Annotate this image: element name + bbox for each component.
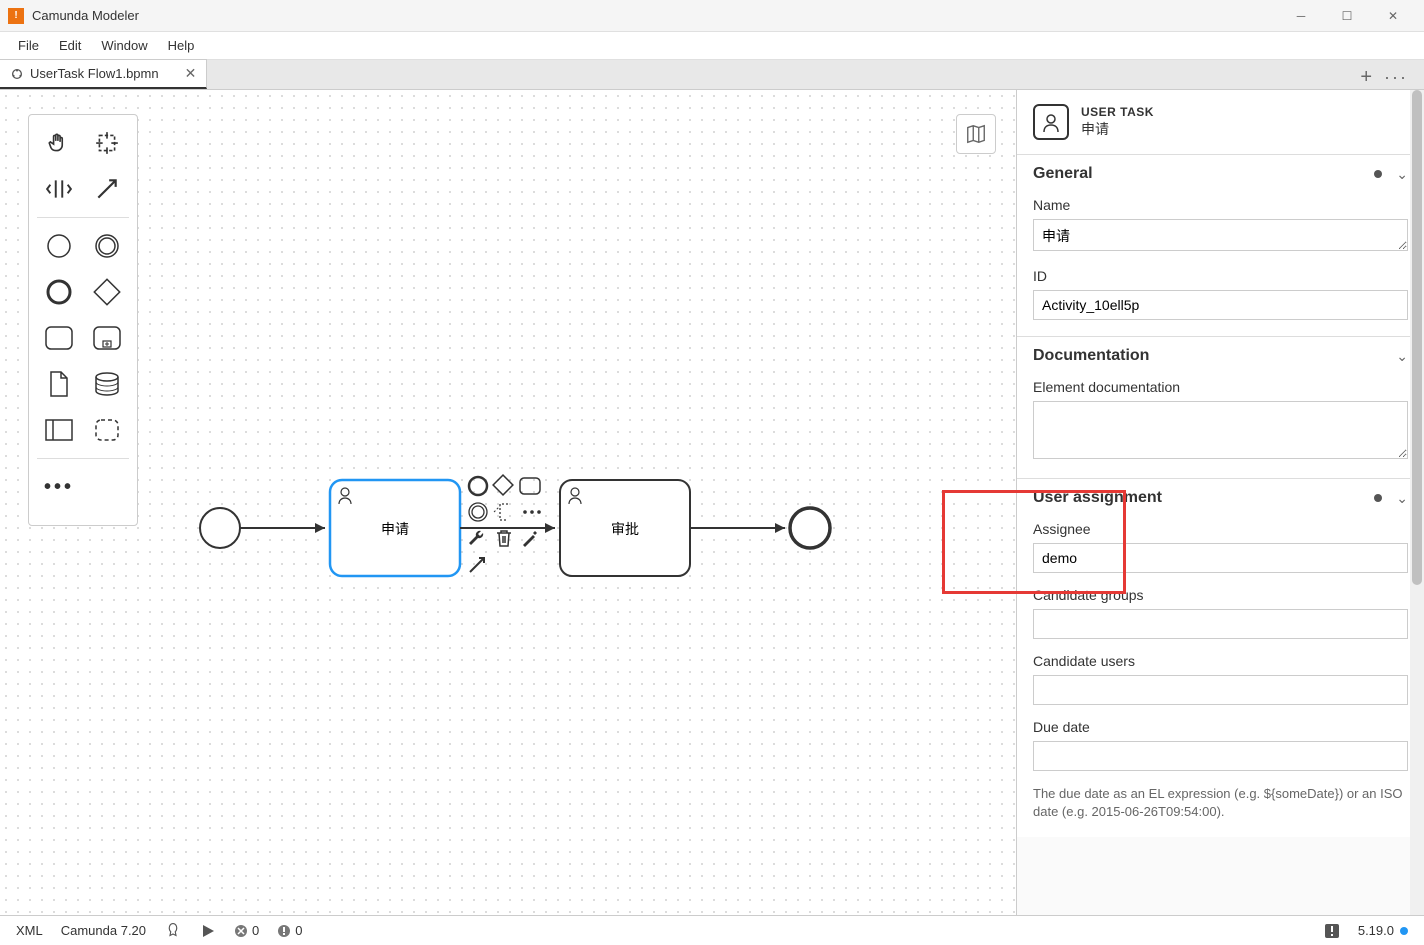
- documentation-field-label: Element documentation: [1033, 379, 1408, 395]
- due-date-input[interactable]: [1033, 741, 1408, 771]
- name-input[interactable]: 申请: [1033, 219, 1408, 251]
- section-general: General ⌄ Name 申请 ID: [1017, 154, 1424, 336]
- participant-icon[interactable]: [41, 412, 77, 448]
- context-task-icon[interactable]: [520, 478, 540, 494]
- menu-window[interactable]: Window: [91, 34, 157, 57]
- data-store-icon[interactable]: [89, 366, 125, 402]
- error-count[interactable]: 0: [234, 923, 259, 938]
- assignee-input[interactable]: [1033, 543, 1408, 573]
- tabbar: UserTask Flow1.bpmn ✕ + ···: [0, 60, 1424, 90]
- intermediate-event-icon[interactable]: [89, 228, 125, 264]
- assignee-field-label: Assignee: [1033, 521, 1408, 537]
- global-connect-tool-icon[interactable]: [89, 171, 125, 207]
- space-tool-icon[interactable]: [41, 171, 77, 207]
- new-tab-button[interactable]: +: [1360, 66, 1372, 89]
- task2-label: 审批: [611, 521, 639, 537]
- candidate-users-input[interactable]: [1033, 675, 1408, 705]
- more-tools-icon[interactable]: •••: [41, 469, 77, 505]
- context-wrench-icon[interactable]: [469, 531, 483, 545]
- id-field-label: ID: [1033, 268, 1408, 284]
- end-event-node[interactable]: [790, 508, 830, 548]
- section-documentation: Documentation ⌄ Element documentation: [1017, 336, 1424, 478]
- tool-palette: •••: [28, 114, 138, 526]
- data-object-icon[interactable]: [41, 366, 77, 402]
- main-area: ••• 申请: [0, 90, 1424, 915]
- task1-label: 申请: [381, 521, 409, 537]
- gateway-icon[interactable]: [89, 274, 125, 310]
- window-maximize-button[interactable]: ☐: [1324, 0, 1370, 32]
- context-color-icon[interactable]: [523, 531, 537, 547]
- properties-panel: USER TASK 申请 General ⌄ Name 申请 ID: [1016, 90, 1424, 915]
- section-user-assignment: User assignment ⌄ Assignee Candidate gro…: [1017, 478, 1424, 837]
- menu-edit[interactable]: Edit: [49, 34, 91, 57]
- chevron-down-icon: ⌄: [1396, 490, 1408, 507]
- properties-scrollbar[interactable]: [1410, 90, 1424, 915]
- map-icon: [965, 123, 987, 145]
- window-close-button[interactable]: ✕: [1370, 0, 1416, 32]
- view-mode-toggle[interactable]: XML: [16, 923, 43, 938]
- candidate-users-field-label: Candidate users: [1033, 653, 1408, 669]
- feedback-button[interactable]: [1324, 923, 1340, 939]
- statusbar: XML Camunda 7.20 0 0 5.19.0: [0, 915, 1424, 945]
- context-pad: [469, 475, 541, 572]
- menubar: File Edit Window Help: [0, 32, 1424, 60]
- element-type-label: USER TASK: [1081, 105, 1154, 119]
- hand-tool-icon[interactable]: [41, 125, 77, 161]
- window-title: Camunda Modeler: [32, 8, 1278, 23]
- context-annotation-icon[interactable]: [494, 504, 508, 520]
- section-documentation-header[interactable]: Documentation ⌄: [1017, 337, 1424, 375]
- file-tab[interactable]: UserTask Flow1.bpmn ✕: [0, 59, 207, 89]
- engine-version-label[interactable]: Camunda 7.20: [61, 923, 146, 938]
- subprocess-icon[interactable]: [89, 320, 125, 356]
- tab-filename: UserTask Flow1.bpmn: [30, 66, 159, 81]
- context-intermediate-event-icon[interactable]: [469, 503, 487, 521]
- section-modified-indicator-icon: [1374, 494, 1382, 502]
- documentation-textarea[interactable]: [1033, 401, 1408, 459]
- window-titlebar: ! Camunda Modeler ─ ☐ ✕: [0, 0, 1424, 32]
- warning-count[interactable]: 0: [277, 923, 302, 938]
- start-instance-button[interactable]: [200, 923, 216, 939]
- start-event-node[interactable]: [200, 508, 240, 548]
- due-date-hint: The due date as an EL expression (e.g. $…: [1033, 785, 1408, 821]
- group-icon[interactable]: [89, 412, 125, 448]
- due-date-field-label: Due date: [1033, 719, 1408, 735]
- candidate-groups-field-label: Candidate groups: [1033, 587, 1408, 603]
- bpmn-file-icon: [10, 67, 24, 81]
- section-general-header[interactable]: General ⌄: [1017, 155, 1424, 193]
- tab-overflow-button[interactable]: ···: [1384, 67, 1408, 88]
- element-name-display: 申请: [1081, 119, 1154, 139]
- context-connect-icon[interactable]: [470, 558, 484, 572]
- app-icon: !: [8, 8, 24, 24]
- menu-file[interactable]: File: [8, 34, 49, 57]
- tab-close-button[interactable]: ✕: [185, 65, 197, 82]
- diagram-canvas[interactable]: ••• 申请: [0, 90, 1016, 915]
- id-input[interactable]: [1033, 290, 1408, 320]
- context-end-event-icon[interactable]: [469, 477, 487, 495]
- lasso-tool-icon[interactable]: [89, 125, 125, 161]
- deploy-button[interactable]: [164, 922, 182, 940]
- chevron-down-icon: ⌄: [1396, 166, 1408, 183]
- properties-header: USER TASK 申请: [1017, 90, 1424, 154]
- start-event-icon[interactable]: [41, 228, 77, 264]
- bpmn-diagram: 申请 审批: [200, 480, 900, 630]
- menu-help[interactable]: Help: [158, 34, 205, 57]
- minimap-toggle-button[interactable]: [956, 114, 996, 154]
- app-version-label[interactable]: 5.19.0: [1358, 923, 1408, 938]
- user-task-type-icon: [1033, 104, 1069, 140]
- name-field-label: Name: [1033, 197, 1408, 213]
- candidate-groups-input[interactable]: [1033, 609, 1408, 639]
- task-icon[interactable]: [41, 320, 77, 356]
- section-user-assignment-header[interactable]: User assignment ⌄: [1017, 479, 1424, 517]
- context-gateway-icon[interactable]: [493, 475, 513, 495]
- section-modified-indicator-icon: [1374, 170, 1382, 178]
- window-minimize-button[interactable]: ─: [1278, 0, 1324, 32]
- context-more-icon[interactable]: [523, 510, 541, 514]
- update-available-indicator-icon: [1400, 927, 1408, 935]
- context-trash-icon[interactable]: [497, 531, 511, 546]
- end-event-icon[interactable]: [41, 274, 77, 310]
- chevron-down-icon: ⌄: [1396, 348, 1408, 365]
